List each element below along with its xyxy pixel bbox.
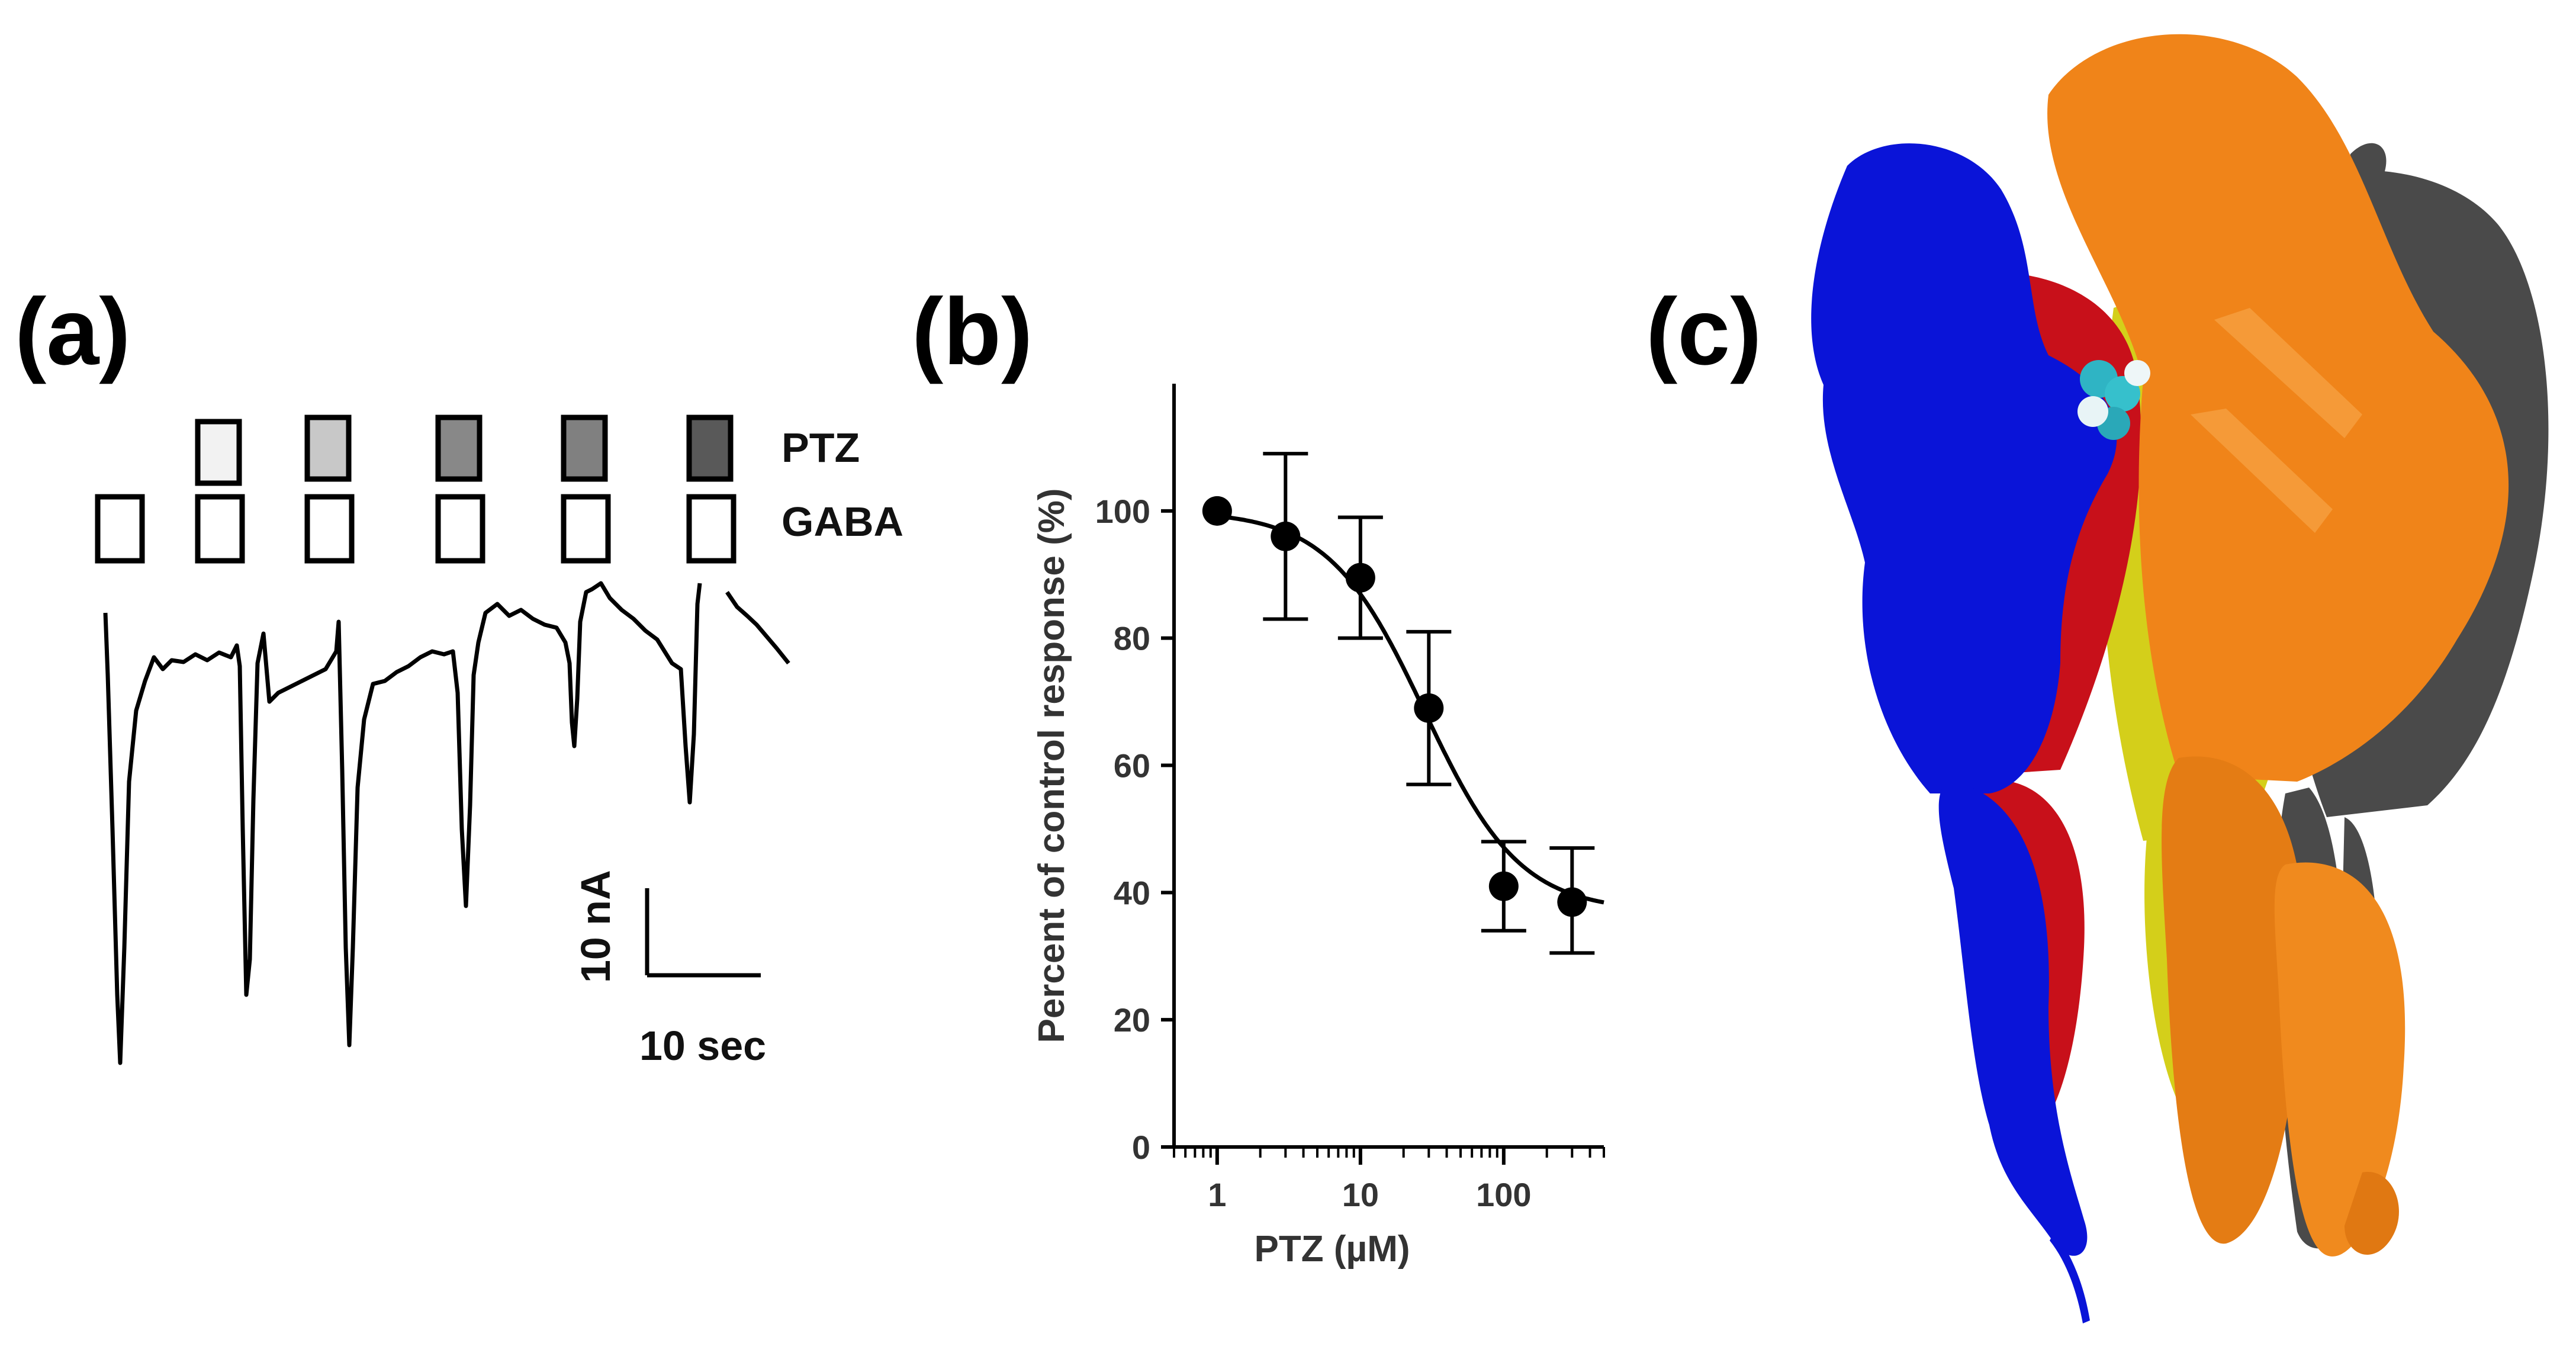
gaba-box-1 [95,494,145,564]
receptor-structure [1811,34,2549,1323]
y-tick-label: 40 [1114,874,1150,911]
ptz-ligand [2077,360,2150,440]
y-tick-label: 80 [1114,620,1150,657]
orange-subunit [2047,34,2509,1257]
data-point [1488,871,1519,901]
panel-b-label: (b) [912,278,1033,384]
data-point [1557,887,1587,917]
gaba-box-6 [686,494,737,564]
gaba-row-label: GABA [782,499,903,545]
ptz-box-4 [561,414,608,482]
ptz-box-1 [195,419,242,486]
x-tick-label: 10 [1342,1176,1379,1213]
data-points [1202,496,1587,917]
dose-response-chart: 0 20 40 60 80 100 1 10 100 Percent of control r… [1031,384,1605,1270]
x-tick-label: 100 [1476,1176,1531,1213]
x-ticks: 1 10 100 [1173,1147,1605,1213]
gaba-box-4 [435,494,485,564]
gaba-box-5 [561,494,611,564]
data-point [1202,496,1232,526]
y-tick-label: 20 [1114,1001,1150,1039]
gaba-box-3 [304,494,355,564]
current-trace [103,581,702,1065]
ptz-row-label: PTZ [782,425,860,471]
x-tick-label: 1 [1208,1176,1226,1213]
scale-time-label: 10 sec [639,1023,766,1069]
ptz-application-boxes [195,414,734,486]
data-point [1414,693,1444,723]
data-point [1345,563,1375,593]
scale-current-label: 10 nA [573,870,619,983]
current-trace-tail [725,591,790,665]
y-tick-label: 100 [1095,493,1150,530]
panel-a-label: (a) [15,278,131,384]
panel-a: (a) PTZ GABA 10 nA 10 sec [15,278,903,1069]
y-tick-label: 60 [1114,747,1150,785]
fit-curve [1217,514,1604,905]
blue-subunit [1811,143,2117,1323]
y-axis-label: Percent of control response (%) [1031,488,1072,1043]
panel-c-label: (c) [1646,278,1762,384]
ptz-box-3 [435,414,483,482]
panel-c: (c) [1646,34,2549,1323]
gaba-box-2 [195,494,245,564]
y-ticks: 0 20 40 60 80 100 [1095,493,1174,1166]
x-axis-label: PTZ (µM) [1255,1229,1410,1270]
data-point [1271,521,1301,551]
y-tick-label: 0 [1132,1129,1150,1166]
ptz-box-2 [304,414,352,482]
ptz-box-5 [686,414,734,482]
panel-b: (b) 0 20 40 60 80 100 1 10 100 Percent of contr… [912,278,1605,1270]
gaba-application-boxes [95,494,737,564]
